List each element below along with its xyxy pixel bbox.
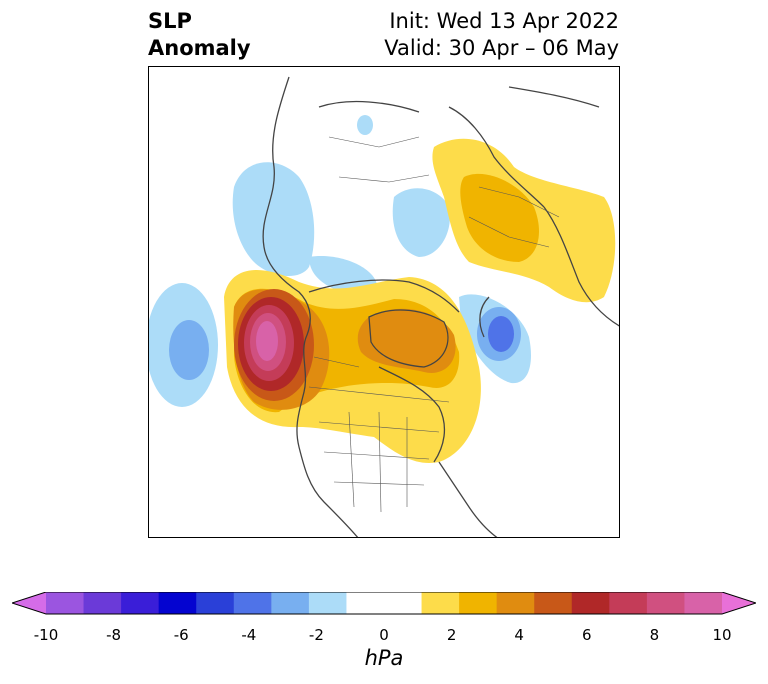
colorbar-tick-label: 2 <box>446 626 457 644</box>
colorbar-tick-label: -8 <box>106 626 122 644</box>
colorbar-segment <box>346 592 385 614</box>
positive-pacific-max <box>256 321 278 361</box>
colorbar-segment <box>196 592 235 614</box>
colorbar-tick-label: -2 <box>308 626 324 644</box>
positive-canada-core <box>357 308 456 373</box>
colorbar-tick-label: -10 <box>33 626 59 644</box>
negative-central-pacific-core <box>169 320 209 380</box>
colorbar-tick-label: -6 <box>173 626 189 644</box>
colorbar-segment <box>496 592 535 614</box>
colorbar-segment <box>421 592 460 614</box>
colorbar-outline <box>12 592 756 615</box>
colorbar-segment <box>609 592 648 614</box>
colorbar-segment <box>271 592 310 614</box>
negative-small-arctic <box>357 115 373 135</box>
negative-east-siberia <box>392 188 450 257</box>
colorbar-segments <box>46 592 723 614</box>
positive-siberia-core <box>460 173 539 262</box>
colorbar-segment <box>571 592 610 614</box>
colorbar-segment <box>83 592 122 614</box>
colorbar-segment <box>308 592 347 614</box>
map-title: SLP Anomaly <box>148 8 251 62</box>
coastlines <box>262 76 619 537</box>
colorbar-unit-label: hPa <box>364 646 404 670</box>
colorbar-tick-label: 6 <box>582 626 592 644</box>
colorbar-tick-label: 10 <box>712 626 732 644</box>
init-date: Init: Wed 13 Apr 2022 <box>389 9 619 33</box>
colorbar-segment <box>46 592 85 614</box>
anomaly-map <box>148 66 620 538</box>
colorbar-segment <box>534 592 573 614</box>
colorbar-segment <box>384 592 423 614</box>
colorbar-tick-label: 8 <box>649 626 660 644</box>
political-borders <box>308 136 560 513</box>
valid-range: Valid: 30 Apr – 06 May <box>384 36 619 60</box>
colorbar-tick-label: 4 <box>514 626 524 644</box>
colorbar-segment <box>121 592 160 614</box>
colorbar-right-extension <box>722 592 756 614</box>
negative-greenland-sea-core <box>488 316 514 352</box>
colorbar-tick-label: 0 <box>379 626 389 644</box>
colorbar-segment <box>646 592 685 614</box>
negative-anomaly-areas <box>149 115 531 407</box>
negative-arctic-small <box>309 256 377 294</box>
forecast-dates: Init: Wed 13 Apr 2022 Valid: 30 Apr – 06… <box>384 8 619 62</box>
map-canvas <box>149 76 619 537</box>
title-quantity: Anomaly <box>148 36 251 60</box>
colorbar-left-extension <box>12 592 46 614</box>
negative-bering <box>232 162 315 277</box>
colorbar-segment <box>684 592 723 614</box>
colorbar-segment <box>459 592 498 614</box>
title-variable: SLP <box>148 9 192 33</box>
colorbar-segment <box>233 592 272 614</box>
colorbar-tick-label: -4 <box>241 626 257 644</box>
colorbar <box>12 592 756 615</box>
colorbar-segment <box>158 592 197 614</box>
positive-anomaly-areas <box>224 138 616 463</box>
